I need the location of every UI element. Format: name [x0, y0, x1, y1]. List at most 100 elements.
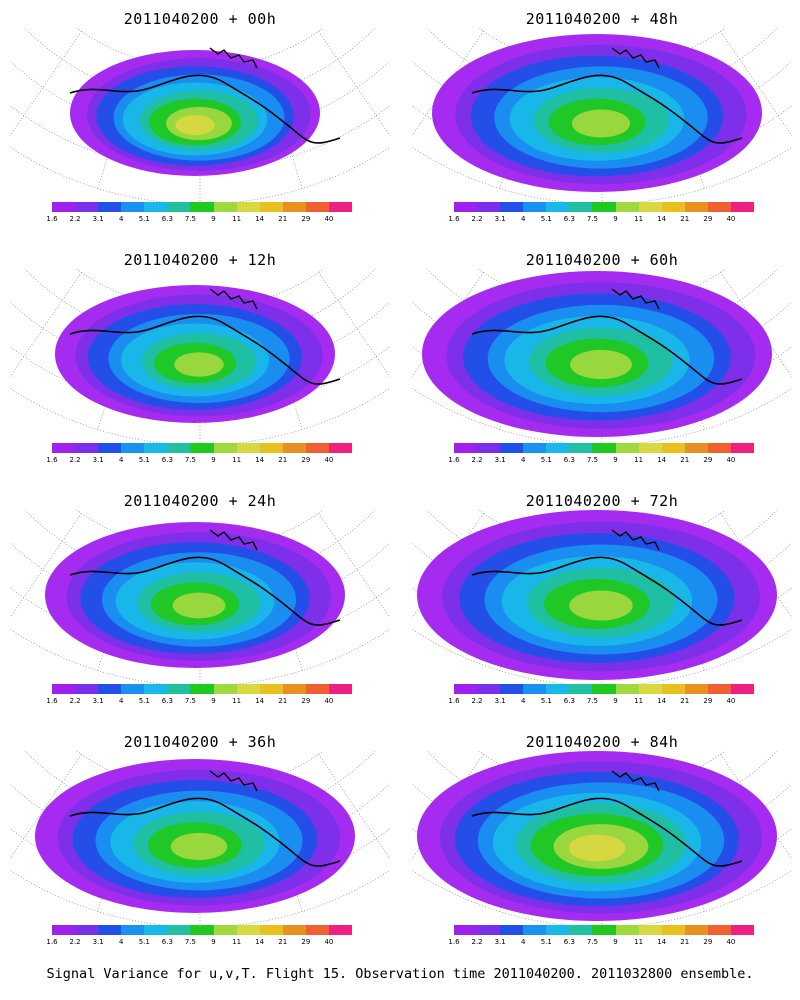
colorbar-segment: [638, 684, 662, 694]
colorbar-label: 4: [118, 697, 124, 705]
colorbar-segment: [121, 925, 145, 935]
colorbar-label: 40: [324, 938, 334, 946]
colorbar-label: 29: [703, 697, 713, 705]
colorbar-segment: [213, 684, 237, 694]
colorbar-segment: [730, 202, 755, 212]
colorbar: [454, 925, 755, 935]
colorbar-label: 3.1: [494, 215, 506, 223]
colorbar-label: 5.1: [138, 456, 150, 464]
colorbar-label: 29: [301, 215, 311, 223]
colorbar-label: 1.6: [46, 697, 58, 705]
colorbar-segment: [259, 443, 283, 453]
colorbar: [52, 684, 353, 694]
colorbar-label: 21: [680, 215, 690, 223]
variance-contour: [175, 115, 215, 135]
colorbar-segment: [121, 684, 145, 694]
colorbar-label: 7.5: [184, 456, 197, 464]
colorbar-segment: [190, 202, 214, 212]
colorbar-label: 40: [726, 456, 736, 464]
colorbar-label: 40: [726, 215, 736, 223]
colorbar-label: 14: [657, 215, 667, 223]
colorbar-segment: [661, 202, 685, 212]
colorbar-segment: [661, 925, 685, 935]
figure-caption: Signal Variance for u,v,T. Flight 15. Ob…: [46, 966, 754, 982]
coastline: [471, 315, 743, 385]
coastline: [611, 47, 660, 69]
colorbar-segment: [144, 684, 168, 694]
colorbar-segment: [500, 925, 524, 935]
colorbar-segment: [500, 202, 524, 212]
colorbar-segment: [638, 925, 662, 935]
colorbar-label: 7.5: [184, 697, 197, 705]
colorbar-label: 21: [680, 456, 690, 464]
colorbar-label: 2.2: [471, 697, 483, 705]
colorbar-label: 2.2: [69, 938, 81, 946]
coastline: [471, 556, 743, 626]
colorbar-segment: [477, 202, 501, 212]
colorbar-labels: 1.6 2.2 3.1 4 5.1 6.3 7.5 9 11 14 21 29 40: [46, 215, 352, 225]
colorbar-label: 21: [680, 697, 690, 705]
colorbar-segment: [546, 684, 570, 694]
colorbar-segment: [190, 684, 214, 694]
panel-title: 2011040200 + 24h: [123, 492, 277, 510]
colorbar-label: 11: [634, 938, 644, 946]
colorbar-label: 7.5: [184, 215, 197, 223]
colorbar-segment: [684, 443, 708, 453]
colorbar-label: 11: [232, 215, 242, 223]
colorbar-segment: [615, 925, 639, 935]
latitude-line: [10, 345, 390, 412]
colorbar-label: 5.1: [138, 938, 150, 946]
colorbar-segment: [144, 443, 168, 453]
colorbar-segment: [500, 684, 524, 694]
colorbar-segment: [167, 925, 191, 935]
colorbar-label: 29: [703, 938, 713, 946]
colorbar: [454, 684, 755, 694]
coastline: [69, 74, 341, 144]
colorbar-label: 2.2: [471, 215, 483, 223]
colorbar-segment: [730, 443, 755, 453]
colorbar-segment: [98, 684, 122, 694]
colorbar-segment: [305, 684, 329, 694]
colorbar-segment: [328, 684, 353, 694]
variance-map: [412, 751, 792, 926]
colorbar-segment: [305, 202, 329, 212]
colorbar-segment: [75, 202, 99, 212]
colorbar-segment: [454, 443, 478, 453]
colorbar-labels: 1.6 2.2 3.1 4 5.1 6.3 7.5 9 11 14 21 29 40: [46, 456, 352, 466]
colorbar-segment: [730, 684, 755, 694]
colorbar-segment: [282, 684, 306, 694]
map-panel: 2011040200 + 00h 1.6 2.2 3.1 4 5.1 6.3 7.5 9 11 14…: [10, 4, 390, 239]
colorbar-label: 29: [301, 938, 311, 946]
coastline: [209, 770, 258, 792]
colorbar-segment: [569, 443, 593, 453]
colorbar-segment: [684, 925, 708, 935]
map-panel: 2011040200 + 84h 1.6 2.2 3.1 4 5.1 6.3 7.5 9 11 14…: [412, 727, 792, 962]
colorbar-label: 14: [255, 697, 265, 705]
colorbar-label: 40: [726, 938, 736, 946]
colorbar-label: 3.1: [92, 697, 104, 705]
variance-map: [10, 28, 390, 203]
colorbar-segment: [454, 925, 478, 935]
variance-map: [10, 751, 390, 926]
colorbar-label: 7.5: [586, 938, 599, 946]
colorbar-segment: [477, 684, 501, 694]
colorbar-segment: [569, 684, 593, 694]
longitude-line: [318, 31, 390, 137]
colorbar-segment: [305, 443, 329, 453]
colorbar-segment: [282, 925, 306, 935]
variance-contour: [571, 109, 631, 138]
colorbar-label: 1.6: [448, 697, 460, 705]
colorbar-label: 9: [613, 215, 618, 223]
map-panel: 2011040200 + 24h 1.6 2.2 3.1 4 5.1 6.3 7.5 9 11 14…: [10, 486, 390, 721]
variance-map: [10, 510, 390, 685]
colorbar-label: 1.6: [46, 456, 58, 464]
map-panel: 2011040200 + 12h 1.6 2.2 3.1 4 5.1 6.3 7.5 9 11 14…: [10, 245, 390, 480]
colorbar-label: 2.2: [471, 456, 483, 464]
colorbar-label: 4: [118, 938, 124, 946]
colorbar-labels: 1.6 2.2 3.1 4 5.1 6.3 7.5 9 11 14 21 29 40: [448, 938, 754, 948]
colorbar-label: 2.2: [69, 456, 81, 464]
longitude-line: [364, 28, 390, 73]
colorbar-label: 2.2: [471, 938, 483, 946]
colorbar-segment: [213, 443, 237, 453]
coastline: [471, 797, 743, 867]
